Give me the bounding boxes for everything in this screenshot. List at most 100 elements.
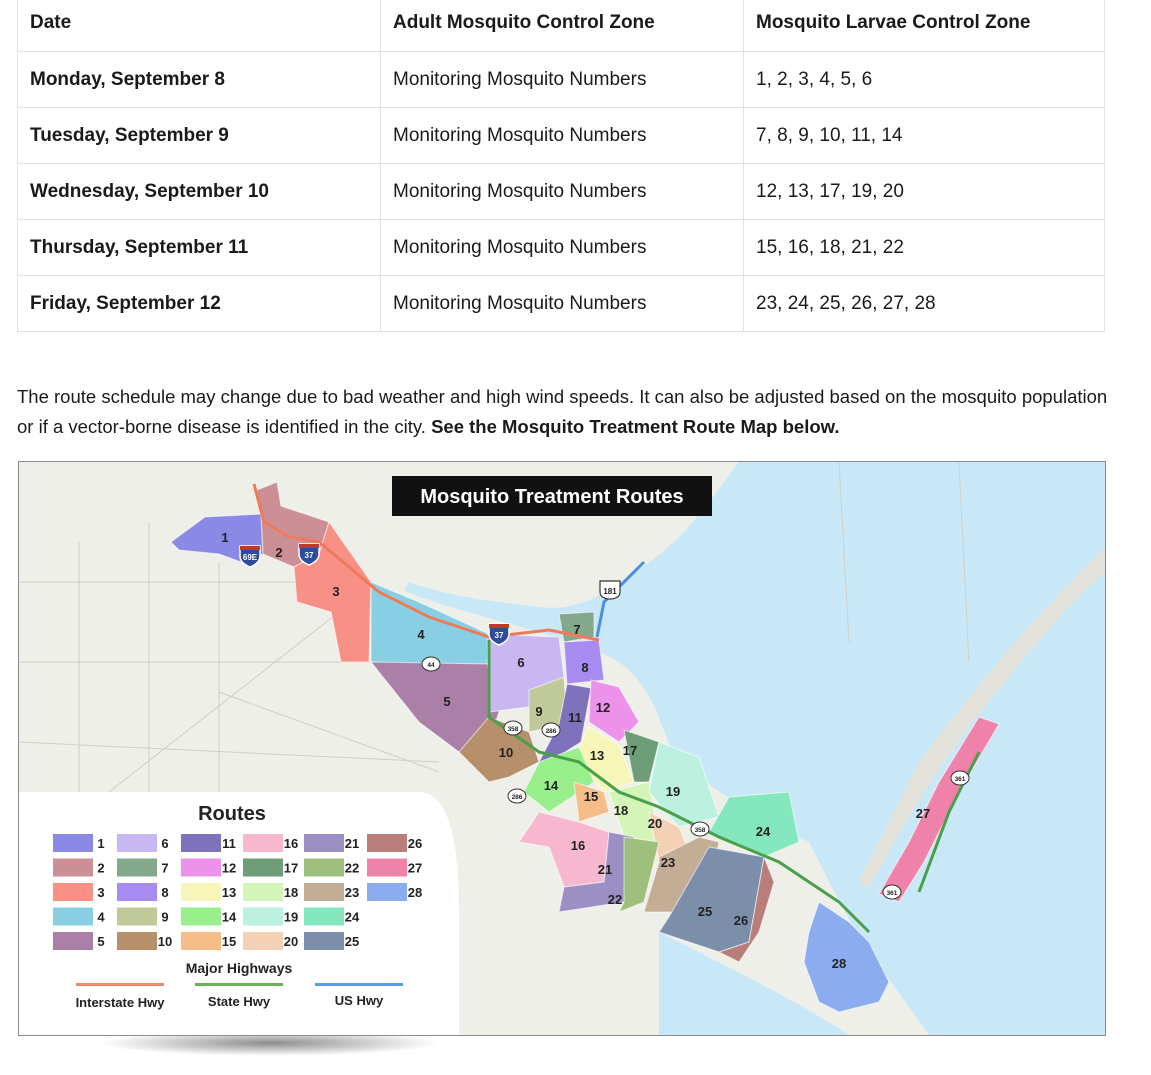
highway-shields: 69E 37 37 181 44 358 286 286 358 bbox=[239, 543, 970, 900]
legend-swatch-12 bbox=[181, 858, 221, 877]
legend-swatch-15 bbox=[181, 932, 221, 950]
zone-22-area bbox=[617, 836, 660, 913]
legend-label-17: 17 bbox=[284, 861, 298, 876]
table-row: Thursday, September 11 Monitoring Mosqui… bbox=[17, 219, 1105, 276]
legend-label-9: 9 bbox=[161, 910, 168, 925]
row-date: Monday, September 8 bbox=[17, 51, 381, 108]
legend-swatch-27 bbox=[367, 858, 407, 877]
zone-10-label: 10 bbox=[499, 745, 513, 760]
sh-44-shield: 44 bbox=[427, 662, 435, 669]
state-highway-island-line bbox=[917, 751, 981, 893]
row-date: Wednesday, September 10 bbox=[17, 163, 381, 220]
legend-interstate-line bbox=[76, 983, 164, 986]
row-adult-zone: Monitoring Mosquito Numbers bbox=[380, 51, 744, 108]
legend-label-7: 7 bbox=[161, 861, 168, 876]
zone-21-area bbox=[558, 831, 635, 913]
treatment-route-map: 1 2 3 4 5 6 7 8 9 10 11 12 13 14 15 16 1… bbox=[18, 461, 1106, 1036]
legend-swatch-13 bbox=[181, 883, 221, 901]
zone-17-label: 17 bbox=[623, 743, 637, 758]
zone-24-label: 24 bbox=[756, 824, 771, 839]
legend-swatch-4 bbox=[53, 907, 93, 926]
row-adult-zone: Monitoring Mosquito Numbers bbox=[380, 163, 744, 220]
legend-label-12: 12 bbox=[222, 861, 236, 876]
zone-16-label: 16 bbox=[571, 838, 585, 853]
legend-swatch-16 bbox=[243, 834, 283, 852]
legend-state-line bbox=[195, 983, 283, 986]
legend-label-5: 5 bbox=[97, 934, 104, 949]
legend-swatch-26 bbox=[367, 834, 407, 852]
legend-label-4: 4 bbox=[97, 910, 105, 925]
legend-swatch-7 bbox=[117, 858, 157, 877]
header-date: Date bbox=[17, 0, 381, 52]
svg-text:37: 37 bbox=[495, 631, 504, 640]
legend-highways-title: Major Highways bbox=[186, 960, 293, 976]
zone-14-area bbox=[523, 746, 595, 813]
zone-15-label: 15 bbox=[584, 789, 598, 804]
legend-swatch-18 bbox=[243, 883, 283, 901]
zone-18-label: 18 bbox=[614, 803, 628, 818]
sh-358-shield: 358 bbox=[508, 726, 519, 733]
zone-21-label: 21 bbox=[598, 862, 612, 877]
zone-15-area bbox=[573, 781, 610, 823]
zone-14-label: 14 bbox=[544, 778, 559, 793]
schedule-table: Date Adult Mosquito Control Zone Mosquit… bbox=[17, 0, 1105, 332]
sh-286-shield-south: 286 bbox=[512, 794, 523, 801]
row-adult-zone: Monitoring Mosquito Numbers bbox=[380, 107, 744, 164]
legend-state-label: State Hwy bbox=[208, 994, 271, 1009]
legend-swatch-17 bbox=[243, 858, 283, 877]
interstate-highway-line bbox=[252, 483, 600, 642]
schedule-notice: The route schedule may change due to bad… bbox=[17, 382, 1117, 442]
legend-label-8: 8 bbox=[161, 885, 168, 900]
us-highway-line bbox=[595, 560, 646, 638]
legend-label-2: 2 bbox=[97, 861, 104, 876]
legend-label-3: 3 bbox=[97, 885, 104, 900]
zone-26-label: 26 bbox=[734, 913, 748, 928]
legend-label-19: 19 bbox=[284, 910, 298, 925]
zone-28-area bbox=[803, 901, 890, 1013]
legend-label-22: 22 bbox=[345, 861, 359, 876]
map-svg: 1 2 3 4 5 6 7 8 9 10 11 12 13 14 15 16 1… bbox=[19, 462, 1105, 1035]
legend-swatch-11 bbox=[181, 834, 221, 852]
sh-286-shield: 286 bbox=[546, 728, 557, 735]
zone-1-label: 1 bbox=[221, 530, 228, 545]
legend-label-13: 13 bbox=[222, 885, 236, 900]
sh-361-shield-north: 361 bbox=[955, 776, 966, 783]
legend-swatch-21 bbox=[304, 834, 344, 852]
legend-swatch-24 bbox=[304, 907, 344, 926]
zone-8-label: 8 bbox=[581, 660, 588, 675]
legend-swatch-25 bbox=[304, 932, 344, 950]
zone-26-area bbox=[717, 855, 775, 963]
zone-2-label: 2 bbox=[275, 545, 282, 560]
row-adult-zone: Monitoring Mosquito Numbers bbox=[380, 275, 744, 332]
row-date: Thursday, September 11 bbox=[17, 219, 381, 276]
interstate-69e-shield: 69E bbox=[239, 545, 261, 568]
legend-label-27: 27 bbox=[408, 861, 422, 876]
svg-text:181: 181 bbox=[603, 587, 617, 596]
legend-label-18: 18 bbox=[284, 885, 298, 900]
legend-swatch-5 bbox=[53, 932, 93, 950]
table-row: Wednesday, September 10 Monitoring Mosqu… bbox=[17, 163, 1105, 220]
svg-text:37: 37 bbox=[305, 551, 314, 560]
legend-label-20: 20 bbox=[284, 934, 298, 949]
map-title: Mosquito Treatment Routes bbox=[420, 486, 683, 508]
zone-4-label: 4 bbox=[417, 627, 425, 642]
table-row: Friday, September 12 Monitoring Mosquito… bbox=[17, 275, 1105, 332]
zone-12-label: 12 bbox=[596, 700, 610, 715]
row-larvae-zone: 1, 2, 3, 4, 5, 6 bbox=[743, 51, 1105, 108]
legend-panel bbox=[19, 792, 459, 1035]
legend-label-1: 1 bbox=[97, 836, 104, 851]
legend-label-23: 23 bbox=[345, 885, 359, 900]
zone-7-label: 7 bbox=[573, 622, 580, 637]
legend-label-14: 14 bbox=[222, 910, 237, 925]
legend-label-28: 28 bbox=[408, 885, 422, 900]
legend-label-15: 15 bbox=[222, 934, 236, 949]
legend-label-6: 6 bbox=[161, 836, 168, 851]
legend-swatches: 1234567891011121314151617181920212223242… bbox=[53, 834, 422, 950]
legend-swatch-8 bbox=[117, 883, 157, 901]
header-adult-zone: Adult Mosquito Control Zone bbox=[380, 0, 744, 52]
table-row: Monday, September 8 Monitoring Mosquito … bbox=[17, 51, 1105, 108]
legend-swatch-19 bbox=[243, 907, 283, 926]
legend-swatch-1 bbox=[53, 834, 93, 852]
zone-22-label: 22 bbox=[608, 892, 622, 907]
header-larvae-zone: Mosquito Larvae Control Zone bbox=[743, 0, 1105, 52]
